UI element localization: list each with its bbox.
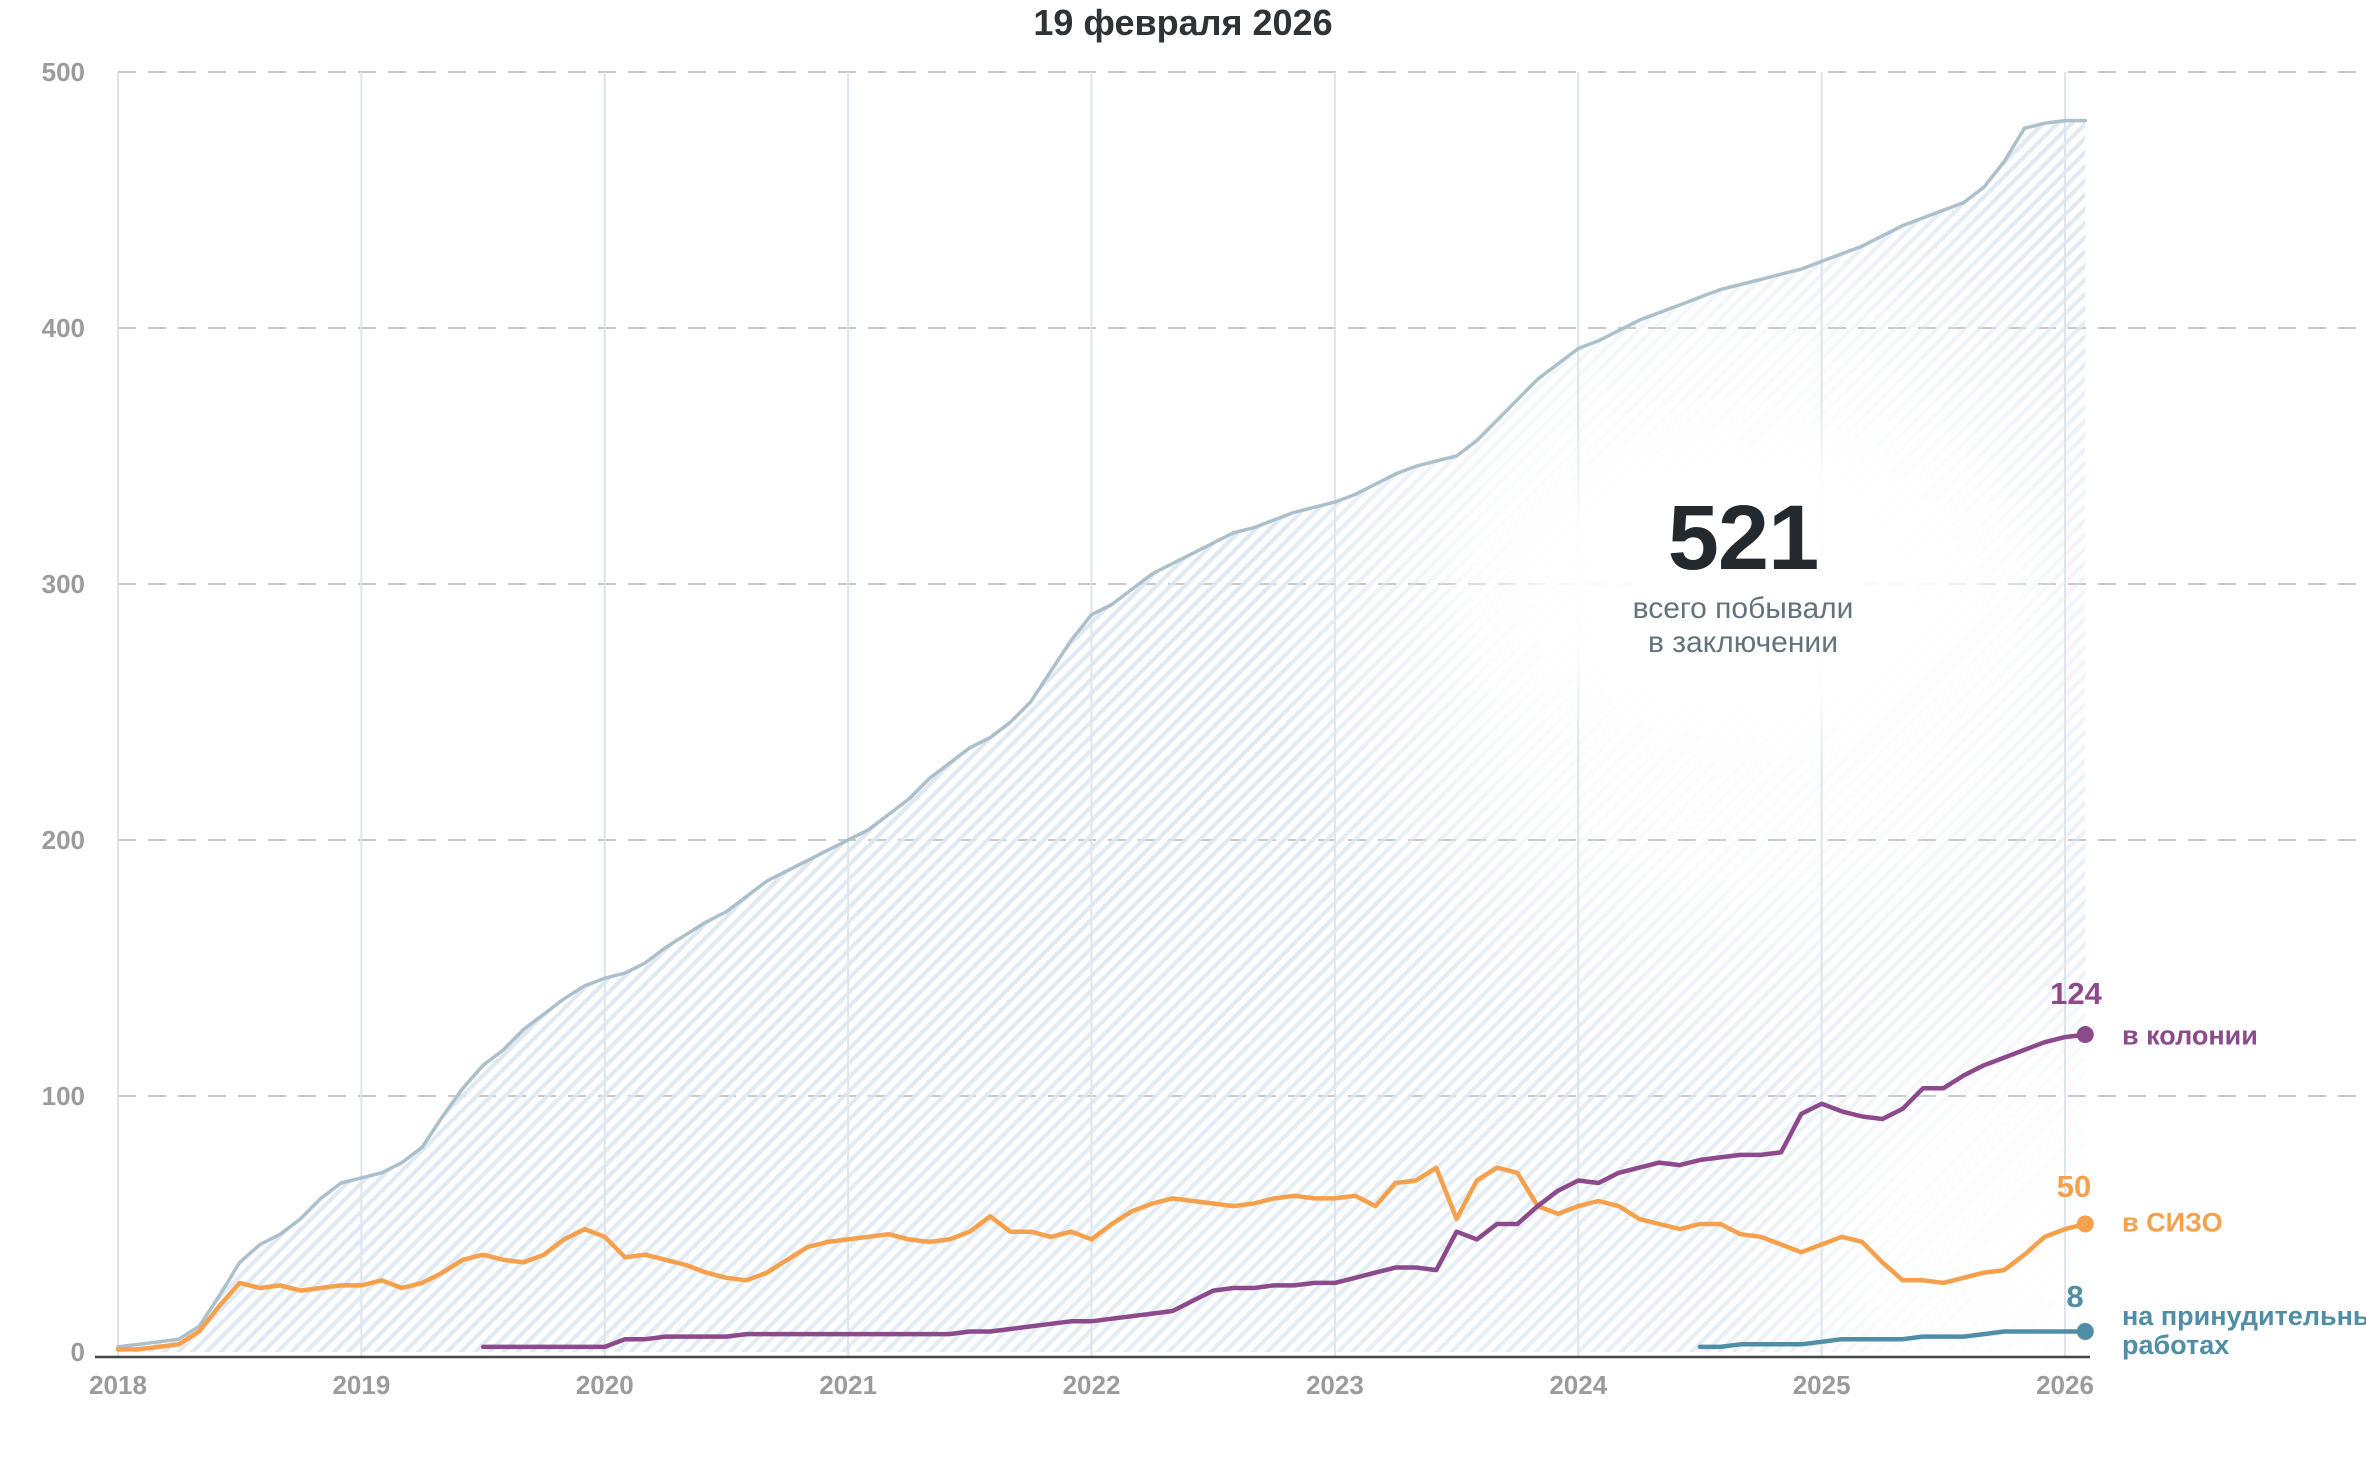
y-tick-label-400: 400 (42, 313, 85, 343)
y-tick-label-500: 500 (42, 57, 85, 87)
series-total-line (116, 118, 2088, 1349)
y-tick-label-300: 300 (42, 569, 85, 599)
series-sizo-end-dot (2076, 1215, 2094, 1233)
x-tick-label-2021: 2021 (819, 1370, 877, 1400)
legend-forced-value: 8 (2066, 1279, 2084, 1314)
x-tick-label-2019: 2019 (332, 1370, 390, 1400)
x-tick-label-2020: 2020 (576, 1370, 634, 1400)
x-tick-label-2026: 2026 (2036, 1370, 2094, 1400)
legend-kolonia-value: 124 (2050, 976, 2102, 1011)
legend-forced-label-line1: на принудительных (2122, 1301, 2366, 1331)
legend-kolonia-label: в колонии (2122, 1020, 2258, 1051)
y-tick-label-0: 0 (71, 1337, 85, 1367)
chart-title: 19 февраля 2026 (1033, 2, 1333, 43)
series-kolonia-end-dot (2076, 1026, 2094, 1044)
x-tick-label-2025: 2025 (1793, 1370, 1851, 1400)
legend-sizo-label: в СИЗО (2122, 1207, 2223, 1238)
series-kolonia-line (480, 1032, 2088, 1350)
x-tick-label-2022: 2022 (1063, 1370, 1121, 1400)
legend-forced-label: на принудительных работах (2122, 1302, 2366, 1360)
legend-forced-label-line2: работах (2122, 1330, 2230, 1360)
series-forced-end-dot (2076, 1323, 2094, 1341)
series-forced-line (1697, 1329, 2088, 1350)
series-sizo-line (115, 1165, 2088, 1352)
y-tick-label-100: 100 (42, 1081, 85, 1111)
x-tick-label-2018: 2018 (89, 1370, 147, 1400)
total-annotation-value: 521 (1667, 487, 1819, 589)
y-tick-label-200: 200 (42, 825, 85, 855)
legend-sizo-value: 50 (2056, 1169, 2092, 1204)
total-annotation-caption-line1: всего побывали (1632, 592, 1854, 625)
total-annotation-caption: всего побывали в заключении (1633, 592, 1854, 660)
total-annotation-caption-line2: в заключении (1648, 626, 1838, 659)
x-tick-label-2024: 2024 (1549, 1370, 1607, 1400)
annotation-glow (1425, 385, 2065, 785)
x-tick-label-2023: 2023 (1306, 1370, 1364, 1400)
total-annotation: 521 всего побывали в заключении (1633, 492, 1854, 660)
